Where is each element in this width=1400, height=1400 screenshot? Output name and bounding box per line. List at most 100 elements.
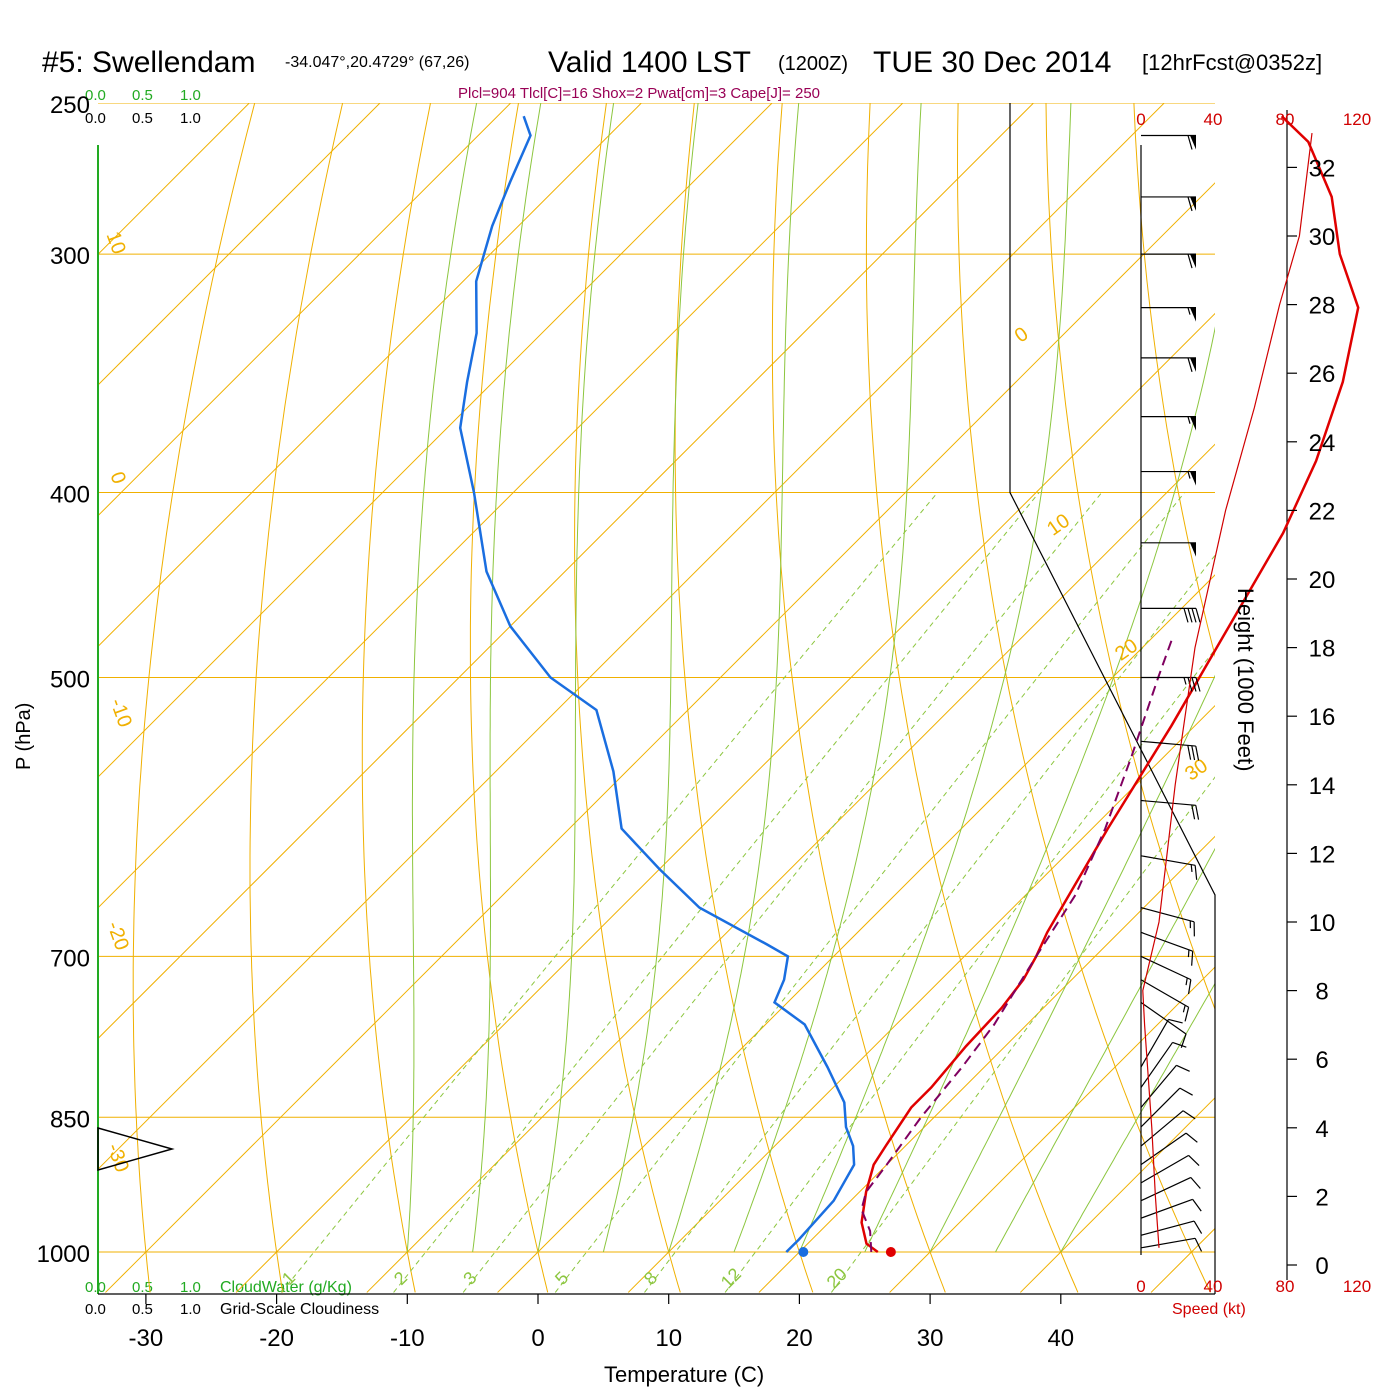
pressure-axis: 250 300 400 500 700 850 1000 (37, 92, 90, 1268)
wind-barb-flag (1182, 1110, 1196, 1120)
temperature-tick-label: -10 (390, 1325, 425, 1352)
speed-tick-label-bottom: 0 (1136, 1277, 1145, 1296)
speed-tick-label-bottom: 80 (1276, 1277, 1295, 1296)
wind-barb (1140, 1087, 1193, 1128)
forecast-label: [12hrFcst@0352z] (1142, 50, 1322, 75)
parcel-line (860, 636, 1174, 1253)
wind-barb-staff (1140, 1064, 1177, 1108)
isotherm-line (98, 103, 1165, 1170)
wind-barb-flag (1187, 135, 1193, 150)
temperature-tick-label: 20 (786, 1325, 813, 1352)
wind-barb-pennant (1190, 357, 1196, 372)
pressure-tick-label: 250 (50, 92, 90, 119)
moist-adiabat (668, 103, 800, 1253)
wind-barb-half-flag (1182, 1005, 1186, 1013)
wind-barb-staff (1140, 1154, 1189, 1184)
wind-barb-flag (1191, 745, 1196, 761)
wind-barb-pennant (1190, 542, 1196, 557)
wind-barb-half-flag (1187, 949, 1190, 958)
isotherm-line (497, 574, 1215, 1293)
sounding-series (458, 115, 1360, 1257)
dry-adiabat-label: 20 (1111, 635, 1142, 666)
pressure-tick-label: 300 (50, 243, 90, 270)
isotherm-line (98, 103, 381, 386)
cloudwater-scale-bottom-1: 0.5 (132, 1279, 153, 1296)
wind-barb-flag (1185, 1132, 1198, 1143)
wind-barb-staff (1140, 1087, 1181, 1128)
isotherm-line (98, 103, 512, 517)
stability-indices: Plcl=904 Tlcl[C]=16 Shox=2 Pwat[cm]=3 Ca… (458, 85, 820, 102)
isotherm-line (98, 103, 1035, 1040)
wind-barb-flag (1187, 745, 1192, 760)
height-tick-label: 16 (1309, 704, 1336, 731)
isotherm-line (758, 835, 1215, 1293)
wind-barb-flag (1191, 804, 1196, 820)
y-axis-title: P (hPa) (13, 703, 35, 770)
wind-barb-staff (1140, 1132, 1187, 1166)
height-tick-label: 30 (1309, 224, 1336, 251)
dry-adiabat (469, 103, 549, 1293)
wind-barb (1140, 1110, 1196, 1147)
height-tick-label: 4 (1315, 1116, 1328, 1143)
dry-adiabat (771, 103, 946, 1293)
wind-barb (1140, 855, 1198, 880)
wind-barb (1140, 1001, 1187, 1048)
wind-barb-staff (1140, 799, 1196, 806)
height-tick-label: 26 (1309, 361, 1336, 388)
wind-barb (1140, 1041, 1187, 1088)
speed-tick-label-bottom: 120 (1343, 1277, 1371, 1296)
mixing-ratio-line (724, 648, 1215, 1293)
wind-barb (1141, 542, 1196, 557)
cloudiness-scale-bottom-0: 0.0 (85, 1301, 106, 1318)
dry-adiabat (361, 103, 431, 1293)
x-axis-title: Temperature (C) (604, 1362, 764, 1387)
wind-barb-flag (1195, 745, 1200, 761)
height-tick-label: 28 (1309, 293, 1336, 320)
dry-adiabat (1133, 103, 1215, 658)
wind-barb-staff (1140, 1220, 1195, 1236)
height-tick-label: 0 (1315, 1253, 1328, 1280)
moist-adiabat (798, 103, 1072, 1253)
wind-barb-staff (1140, 1019, 1170, 1068)
temperature-axis: -30 -20 -10 0 10 20 30 40 (129, 1294, 1074, 1352)
mixing-ratio-label: 12 (717, 1264, 745, 1292)
wind-barb-pennant (1190, 471, 1196, 486)
wind-barb-pennant (1190, 135, 1196, 150)
station-title: #5: Swellendam (42, 46, 255, 79)
wind-barb-flag (1195, 608, 1201, 623)
wind-barb-flag (1179, 1087, 1193, 1096)
pressure-tick-label: 500 (50, 667, 90, 694)
wind-barb-flag (1187, 608, 1193, 623)
wind-barb (1141, 607, 1201, 623)
wind-barb-flag (1183, 608, 1189, 623)
wind-barb-staff (1140, 1237, 1196, 1249)
wind-barb-flag (1187, 979, 1192, 995)
wind-barb (1140, 1018, 1183, 1068)
wind-barb (1141, 307, 1196, 322)
wind-barb-flag (1184, 1007, 1190, 1022)
valid-date: TUE 30 Dec 2014 (873, 46, 1111, 79)
wind-barb (1141, 676, 1201, 692)
temperature-tick-label: 40 (1047, 1325, 1074, 1352)
speed-tick-label-top: 0 (1136, 110, 1145, 129)
right-boundary-line (1009, 103, 1216, 1294)
speed-tick-label-top: 40 (1204, 110, 1223, 129)
surface-dewpoint-dot (798, 1247, 809, 1257)
dry-adiabat-label: 30 (1181, 755, 1212, 786)
mixing-ratio-line (644, 554, 1215, 1293)
cloudwater-scale-top-1: 0.5 (132, 87, 153, 104)
dry-adiabat-label: 0 (105, 469, 129, 487)
dry-adiabat-label: 10 (1043, 510, 1074, 541)
height-tick-label: 10 (1309, 910, 1336, 937)
wind-barb-flag (1194, 1238, 1203, 1252)
dry-adiabat (249, 103, 344, 1293)
moist-adiabat (995, 847, 1215, 1253)
moist-adiabat (929, 674, 1215, 1253)
wind-barb-flag (1191, 677, 1197, 692)
isotherm-line (98, 103, 643, 648)
wind-barb (1140, 955, 1192, 995)
wind-barb (1141, 357, 1196, 373)
isotherm-line (98, 103, 251, 256)
